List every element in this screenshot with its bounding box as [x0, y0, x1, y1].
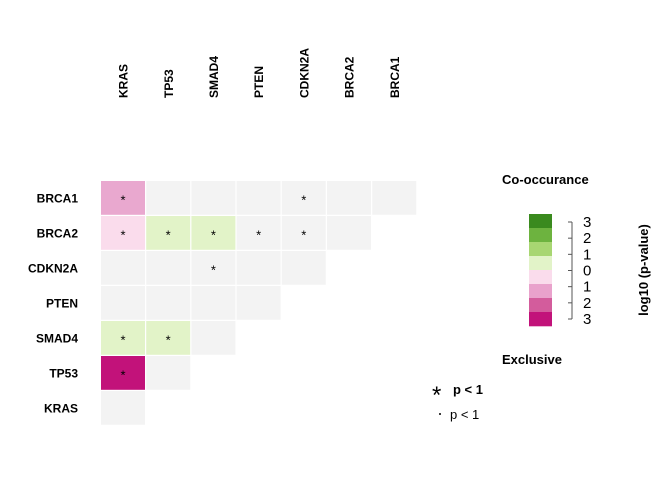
legend-bottom-label: Exclusive	[502, 352, 562, 367]
legend-swatch	[529, 214, 552, 229]
heatmap-cell	[146, 321, 191, 355]
significance-star: *	[256, 228, 261, 243]
row-label: CDKN2A	[28, 262, 78, 276]
dot-label: p < 1	[450, 407, 479, 422]
row-labels: BRCA1 BRCA2 CDKN2A PTEN SMAD4 TP53 KRAS	[28, 192, 78, 416]
legend-axis-label: log10 (p-value)	[636, 224, 651, 316]
significance-star: *	[120, 333, 125, 348]
heatmap-cell	[101, 391, 145, 425]
heatmap-cell	[191, 181, 236, 215]
heatmap-cell	[236, 181, 281, 215]
significance-star: *	[166, 228, 171, 243]
dot-symbol	[439, 413, 441, 415]
column-label: KRAS	[117, 64, 131, 98]
legend-tick-label: 3	[583, 311, 591, 328]
legend-tick-label: 2	[583, 295, 591, 312]
significance-star: *	[120, 228, 125, 243]
heatmap-cell	[327, 181, 371, 215]
heatmap-cell	[101, 216, 145, 250]
heatmap-cell	[281, 181, 326, 215]
row-label: BRCA2	[37, 227, 79, 241]
heatmap-cell	[146, 251, 191, 285]
significance-star: *	[301, 228, 306, 243]
row-label: SMAD4	[36, 332, 78, 346]
legend-swatch	[529, 270, 552, 285]
significance-star: *	[211, 228, 216, 243]
heatmap-cell	[191, 216, 236, 250]
heatmap-cell	[191, 286, 236, 320]
heatmap-cells: * * * * * * * * * * *	[101, 181, 417, 425]
heatmap-cell	[236, 216, 281, 250]
row-label: PTEN	[46, 297, 78, 311]
significance-star: *	[120, 368, 125, 383]
heatmap-cell	[146, 286, 191, 320]
row-label: KRAS	[44, 402, 78, 416]
legend-tick-label: 1	[583, 279, 591, 296]
heatmap-cell	[327, 216, 371, 250]
legend-tick-label: 1	[583, 246, 591, 263]
legend-top-label: Co-occurance	[502, 172, 589, 187]
heatmap-cell	[146, 181, 191, 215]
heatmap-cell	[101, 356, 145, 390]
significance-star: *	[301, 193, 306, 208]
column-labels: KRAS TP53 SMAD4 PTEN CDKN2A BRCA2 BRCA1	[117, 48, 402, 98]
heatmap-cell	[372, 181, 417, 215]
heatmap-cell	[101, 286, 145, 320]
heatmap-cell	[146, 216, 191, 250]
legend-swatch	[529, 256, 552, 271]
column-label: BRCA1	[388, 56, 402, 98]
row-label: TP53	[49, 367, 78, 381]
heatmap-cell	[236, 286, 281, 320]
column-label: SMAD4	[207, 56, 221, 98]
legend-swatch	[529, 298, 552, 313]
legend-tick-label: 2	[583, 230, 591, 247]
heatmap-cell	[101, 181, 145, 215]
legend-swatch	[529, 284, 552, 299]
significance-legend: * p < 1 p < 1	[432, 382, 483, 422]
heatmap-cell	[191, 251, 236, 285]
row-label: BRCA1	[37, 192, 79, 206]
heatmap-cell	[236, 251, 281, 285]
significance-star: *	[211, 263, 216, 278]
significance-star: *	[166, 333, 171, 348]
star-label: p < 1	[453, 382, 483, 397]
heatmap-cell	[146, 356, 191, 390]
legend-tick-label: 0	[583, 263, 591, 280]
star-symbol: *	[432, 382, 441, 409]
legend-swatch	[529, 312, 552, 327]
column-label: CDKN2A	[297, 48, 311, 98]
legend-tick-label: 3	[583, 214, 591, 231]
column-label: BRCA2	[343, 56, 357, 98]
heatmap-cell	[281, 251, 326, 285]
heatmap-cell	[101, 251, 145, 285]
column-label: PTEN	[252, 66, 266, 98]
legend-swatch	[529, 242, 552, 257]
legend-swatch	[529, 228, 552, 243]
heatmap-cell	[281, 216, 326, 250]
heatmap-cell	[191, 321, 236, 355]
column-label: TP53	[162, 69, 176, 98]
legend-color-bar	[529, 214, 552, 327]
significance-star: *	[120, 193, 125, 208]
heatmap-cell	[101, 321, 145, 355]
